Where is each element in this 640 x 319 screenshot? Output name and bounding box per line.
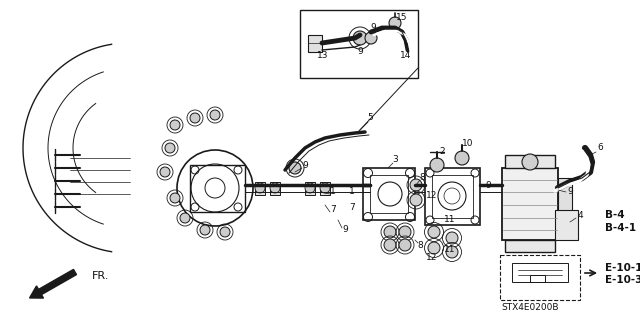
Circle shape: [410, 194, 422, 206]
FancyArrow shape: [29, 269, 77, 298]
Text: 14: 14: [400, 50, 412, 60]
Text: 3: 3: [392, 155, 398, 165]
Circle shape: [170, 120, 180, 130]
Text: 7: 7: [349, 204, 355, 212]
Circle shape: [190, 113, 200, 123]
Circle shape: [353, 31, 367, 45]
Circle shape: [410, 179, 422, 191]
Circle shape: [255, 183, 265, 193]
Polygon shape: [505, 155, 555, 168]
Text: E-10-1: E-10-1: [605, 263, 640, 273]
Circle shape: [428, 242, 440, 254]
Text: 9: 9: [370, 24, 376, 33]
Circle shape: [455, 151, 469, 165]
Circle shape: [289, 162, 301, 174]
Circle shape: [399, 239, 411, 251]
Text: STX4E0200B: STX4E0200B: [501, 303, 559, 313]
Bar: [500, 255, 580, 300]
Circle shape: [446, 246, 458, 258]
Text: 9: 9: [567, 188, 573, 197]
Circle shape: [160, 167, 170, 177]
Circle shape: [384, 239, 396, 251]
Circle shape: [384, 226, 396, 238]
Text: 8: 8: [417, 241, 423, 249]
Text: 15: 15: [396, 13, 408, 23]
Polygon shape: [320, 182, 330, 195]
Text: 1: 1: [349, 188, 355, 197]
Text: 1: 1: [330, 188, 336, 197]
Polygon shape: [555, 210, 578, 240]
Polygon shape: [255, 182, 265, 195]
Circle shape: [399, 226, 411, 238]
Text: 5: 5: [367, 114, 373, 122]
Circle shape: [210, 110, 220, 120]
Text: 9: 9: [342, 226, 348, 234]
Polygon shape: [305, 182, 315, 195]
Circle shape: [430, 158, 444, 172]
Circle shape: [428, 226, 440, 238]
Text: 2: 2: [439, 147, 445, 157]
Text: E-10-3: E-10-3: [605, 275, 640, 285]
Text: 11: 11: [444, 216, 456, 225]
Circle shape: [200, 225, 210, 235]
Circle shape: [165, 143, 175, 153]
Circle shape: [170, 193, 180, 203]
Circle shape: [270, 183, 280, 193]
Circle shape: [365, 32, 377, 44]
Circle shape: [522, 154, 538, 170]
Circle shape: [446, 232, 458, 244]
Text: B-4-1: B-4-1: [605, 223, 636, 233]
Polygon shape: [502, 168, 558, 240]
Polygon shape: [558, 178, 572, 230]
Polygon shape: [505, 240, 555, 252]
Text: 11: 11: [444, 246, 456, 255]
Circle shape: [220, 227, 230, 237]
Text: 9: 9: [302, 160, 308, 169]
Text: 10: 10: [462, 138, 474, 147]
Polygon shape: [270, 182, 280, 195]
Circle shape: [305, 183, 315, 193]
Text: 13: 13: [317, 50, 329, 60]
Circle shape: [389, 17, 401, 29]
Text: 12: 12: [426, 254, 438, 263]
Circle shape: [320, 183, 330, 193]
Text: 6: 6: [597, 144, 603, 152]
Text: 8: 8: [419, 174, 425, 182]
Text: 9: 9: [485, 181, 491, 189]
Text: 4: 4: [577, 211, 583, 219]
Text: 12: 12: [426, 190, 438, 199]
Text: 7: 7: [330, 205, 336, 214]
Polygon shape: [308, 35, 322, 52]
Circle shape: [180, 213, 190, 223]
Text: FR.: FR.: [92, 271, 109, 281]
Text: 9: 9: [357, 48, 363, 56]
Text: B-4: B-4: [605, 210, 625, 220]
